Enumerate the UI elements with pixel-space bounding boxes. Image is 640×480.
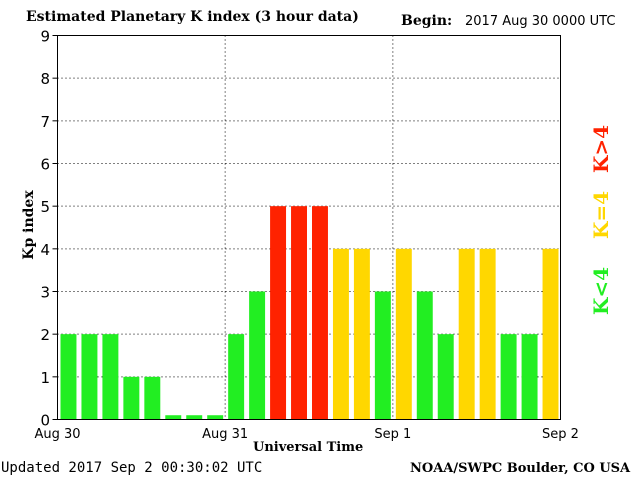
kp-bar — [416, 291, 433, 420]
plot-frame — [57, 35, 561, 420]
kp-bar — [374, 291, 391, 420]
kp-bar — [458, 248, 475, 420]
kp-bar — [144, 376, 161, 420]
y-tick-label: 6 — [40, 156, 50, 174]
y-tick-label: 7 — [40, 113, 50, 131]
kp-bar — [123, 376, 140, 420]
kp-bar — [165, 415, 182, 420]
bars — [60, 206, 559, 420]
kp-bar — [479, 248, 496, 420]
kp-bar — [81, 334, 98, 420]
kp-bar — [207, 415, 224, 420]
y-tick-label: 4 — [40, 241, 50, 259]
y-tick-label: 8 — [40, 70, 50, 88]
y-tick-label: 9 — [40, 28, 50, 46]
begin-label: Begin: — [401, 13, 453, 29]
axis-ticks: 0 1 2 3 4 5 6 7 8 9 Aug 30 Aug 31 Sep 1 Sep 2 — [34, 28, 578, 443]
legend-above: K>4 — [589, 124, 613, 174]
kp-bar — [500, 334, 517, 420]
kp-bar — [542, 248, 559, 420]
kp-bar — [332, 248, 349, 420]
y-tick-label: 3 — [40, 284, 50, 302]
grid-lines — [57, 35, 561, 420]
y-tick-label: 5 — [40, 198, 50, 216]
kp-bar — [60, 334, 77, 420]
kp-bar — [353, 248, 370, 420]
updated-text: Updated 2017 Sep 2 00:30:02 UTC — [1, 460, 263, 476]
x-tick-label: Sep 1 — [374, 427, 411, 442]
kp-bar — [186, 415, 203, 420]
y-tick-label: 1 — [40, 369, 50, 387]
kp-bar — [312, 206, 328, 420]
kp-bar — [395, 248, 412, 420]
legend-equal: K=4 — [589, 190, 613, 240]
kp-bar — [102, 334, 119, 420]
y-axis-title: Kp index — [21, 190, 37, 260]
chart-title: Estimated Planetary K index (3 hour data… — [26, 9, 359, 25]
legend-below: K<4 — [589, 266, 613, 316]
source-text: NOAA/SWPC Boulder, CO USA — [410, 461, 631, 476]
kp-bar — [249, 291, 266, 420]
begin-value: 2017 Aug 30 0000 UTC — [465, 14, 616, 29]
kp-bar — [521, 334, 538, 420]
y-tick-label: 2 — [40, 326, 50, 344]
x-tick-label: Aug 30 — [34, 427, 80, 442]
x-tick-label: Sep 2 — [542, 427, 579, 442]
x-tick-label: Aug 31 — [202, 427, 248, 442]
kp-bar — [270, 206, 287, 420]
y-tick-label: 0 — [40, 412, 50, 430]
kp-bar — [437, 334, 454, 420]
x-axis-title: Universal Time — [253, 440, 364, 455]
kp-bar — [228, 334, 245, 420]
kp-bar — [291, 206, 307, 420]
